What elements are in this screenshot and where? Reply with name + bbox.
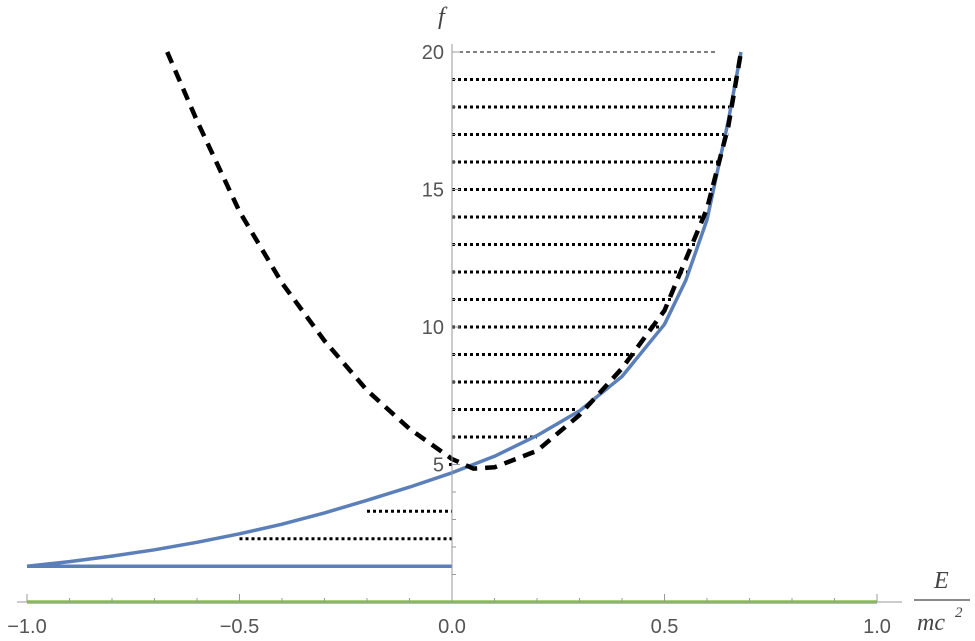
ticks-group: −1.0 −0.5 0.0 0.5 1.0 5 10 15 20 (7, 42, 891, 638)
series-dashed-curve (165, 51, 744, 471)
series-solid-curve (26, 51, 743, 569)
axes-group (17, 44, 902, 603)
x-tick-label: 1.0 (863, 616, 891, 638)
y-tick-label: 15 (422, 180, 444, 202)
y-tick-label: 20 (422, 42, 444, 64)
x-tick-label: −1.0 (7, 616, 46, 638)
y-axis-label: f (438, 4, 448, 30)
x-axis-label-denominator: mc (917, 610, 945, 636)
x-axis-label: E mc 2 (914, 568, 970, 636)
y-tick-label: 10 (422, 317, 444, 339)
y-tick-label: 5 (433, 455, 444, 477)
level-lines-group (239, 51, 737, 541)
x-axis-label-exponent: 2 (955, 605, 963, 621)
x-tick-label: 0.5 (651, 616, 679, 638)
x-axis-label-numerator: E (933, 568, 949, 594)
x-tick-label: −0.5 (220, 616, 259, 638)
x-tick-label: 0.0 (438, 616, 466, 638)
